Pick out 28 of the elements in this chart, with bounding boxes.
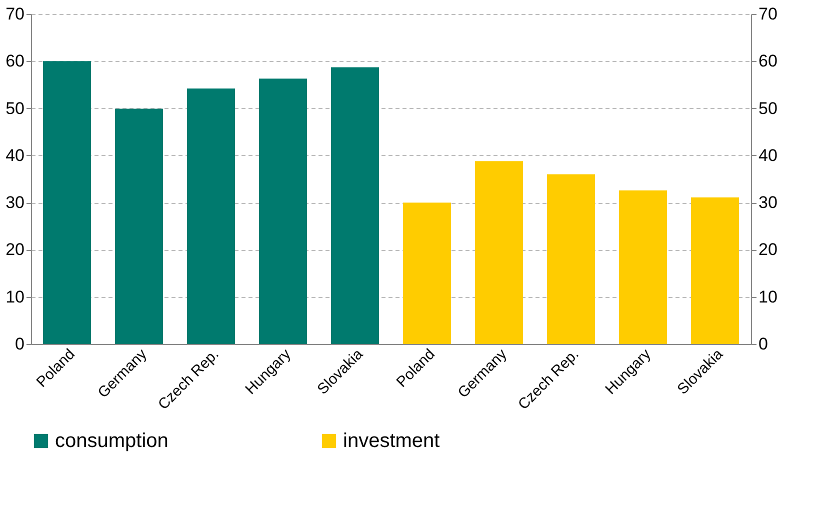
bar <box>475 161 523 344</box>
bar <box>115 108 163 344</box>
bar <box>403 202 451 344</box>
y-tick-label: 10 <box>6 287 24 306</box>
y2-tick-label: 60 <box>758 52 778 71</box>
y-tick-label: 20 <box>6 240 24 260</box>
y-tick-label: 0 <box>15 334 24 354</box>
y-tick-label: 40 <box>6 146 24 165</box>
bar <box>547 174 595 344</box>
y2-tick-label: 70 <box>758 4 778 24</box>
y2-tick-label: 50 <box>758 98 778 118</box>
bar <box>691 197 739 344</box>
bar <box>619 190 667 344</box>
legend-label: investment <box>343 430 440 452</box>
bar <box>43 61 91 344</box>
y2-tick-label: 10 <box>758 287 778 306</box>
y-tick-label: 70 <box>6 4 24 24</box>
y-tick-label: 30 <box>6 193 24 212</box>
bar <box>259 78 307 344</box>
legend-label: consumption <box>55 430 168 452</box>
y2-tick-label: 20 <box>758 240 778 260</box>
bar <box>187 88 235 344</box>
y-tick-label: 50 <box>6 98 24 118</box>
y-tick-label: 60 <box>6 52 24 71</box>
y2-tick-label: 30 <box>758 193 778 212</box>
bar <box>331 67 379 344</box>
y2-tick-label: 0 <box>758 334 768 354</box>
y2-tick-label: 40 <box>758 146 778 165</box>
